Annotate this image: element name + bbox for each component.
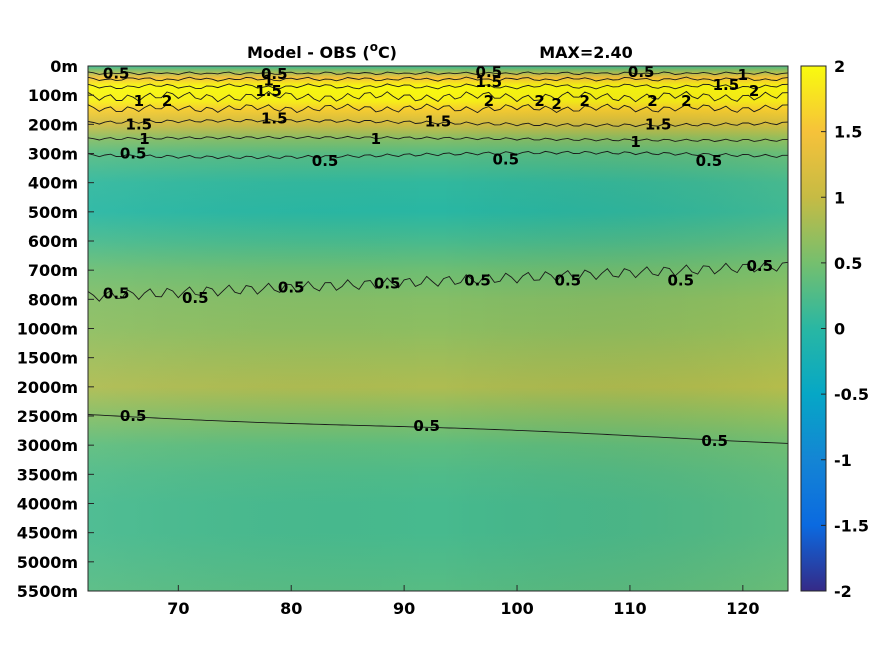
y-tick-label: 1000m [17, 320, 78, 339]
y-tick-label: 1500m [17, 349, 78, 368]
colorbar: 2 1.5 1 0.5 0 -0.5 -1 -1.5 -2 [800, 57, 869, 601]
heatmap-zonal-variation [88, 66, 788, 591]
contour-label: 2 [551, 95, 561, 113]
contour-label: 1 [630, 133, 640, 151]
contour-label: 0.5 [628, 63, 655, 81]
contour-label: 0.5 [476, 63, 503, 81]
contour-label: 2 [749, 82, 759, 100]
max-value-label: MAX=2.40 [539, 43, 633, 62]
contour-label: 1 [738, 66, 748, 84]
y-tick-label: 5000m [17, 553, 78, 572]
x-tick-label: 120 [726, 599, 759, 618]
y-tick-label: 500m [28, 203, 78, 222]
contour-label: 0.5 [413, 417, 440, 435]
colorbar-tick-label: -1 [834, 451, 852, 470]
contour-line [88, 118, 788, 128]
colorbar-gradient [800, 65, 827, 592]
y-tick-label: 100m [28, 86, 78, 105]
contour-label: 0.5 [120, 407, 147, 425]
y-tick-label: 4000m [17, 495, 78, 514]
colorbar-tick-label: -1.5 [834, 516, 869, 535]
contour-label: 0.5 [746, 257, 773, 275]
x-tick-label: 80 [280, 599, 302, 618]
contour-label: 0.5 [696, 152, 723, 170]
contour-label: 2 [647, 92, 657, 110]
contour-label: 0.5 [667, 271, 694, 289]
contour-label: 2 [162, 92, 172, 110]
y-tick-label: 4500m [17, 524, 78, 543]
contour-label: 0.5 [261, 65, 288, 83]
colorbar-tick-label: -0.5 [834, 385, 869, 404]
contour-label: 2 [681, 92, 691, 110]
plot-area: 0.51 20.511.50.51.52 2 2 20.52 211.5 21.511.51… [87, 63, 789, 592]
y-tick-label: 5500m [17, 582, 78, 601]
y-tick-label: 600m [28, 232, 78, 251]
contour-label: 1 [371, 130, 381, 148]
y-tick-label: 0m [50, 57, 78, 76]
contour-label: 0.5 [278, 279, 305, 297]
contour-line [88, 150, 788, 160]
contour-line [88, 414, 788, 444]
contour-label: 1.5 [126, 115, 153, 133]
contour-label: 2 [484, 92, 494, 110]
y-tick-label: 2000m [17, 378, 78, 397]
contour-label: 0.5 [464, 271, 491, 289]
colorbar-tick-label: 0.5 [834, 254, 862, 273]
x-tick-label: 110 [613, 599, 646, 618]
contour-label: 0.5 [374, 274, 401, 292]
contour-label: 1.5 [261, 110, 288, 128]
contour-label: 0.5 [492, 150, 519, 168]
contour-label: 0.5 [555, 271, 582, 289]
colorbar-ticks: 2 1.5 1 0.5 0 -0.5 -1 -1.5 -2 [821, 57, 869, 601]
contour-line [88, 71, 788, 76]
colorbar-tick-label: 1 [834, 188, 845, 207]
contour-label: 1.5 [476, 73, 503, 91]
contour-label: 1 [134, 92, 144, 110]
colorbar-tick-label: 2 [834, 57, 845, 76]
contour-label: 1 [263, 72, 273, 90]
contour-labels: 0.51 20.511.50.51.52 2 2 20.52 211.5 21.511.51… [103, 63, 773, 450]
contour-lines [88, 71, 788, 444]
y-tick-label: 800m [28, 290, 78, 309]
contour-label: 0.5 [312, 152, 339, 170]
y-tick-label: 700m [28, 261, 78, 280]
contour-line [88, 135, 788, 142]
colorbar-tick-label: 1.5 [834, 123, 862, 142]
contour-label: 1.5 [425, 112, 452, 130]
y-tick-label: 3500m [17, 465, 78, 484]
y-tick-label: 400m [28, 174, 78, 193]
contour-label: 2 [534, 92, 544, 110]
chart-title: Model - OBS (oC) [247, 40, 397, 62]
contour-label: 0.5 [103, 64, 130, 82]
contour-label: 1.5 [645, 115, 672, 133]
y-tick-label: 2500m [17, 407, 78, 426]
contour-label: 0.5 [120, 145, 147, 163]
x-axis: 70 80 90 100 110 120 [167, 585, 760, 618]
y-tick-label: 300m [28, 145, 78, 164]
contour-label: 1.5 [255, 82, 282, 100]
contour-line [88, 90, 788, 103]
contour-label: 1.5 [713, 76, 740, 94]
contour-line [88, 76, 788, 82]
contour-label: 0.5 [182, 289, 209, 307]
x-tick-label: 100 [500, 599, 533, 618]
contour-line [88, 103, 788, 114]
x-tick-label: 70 [167, 599, 189, 618]
contour-line [88, 83, 788, 90]
contour-line [88, 260, 788, 302]
contour-label: 1 [139, 130, 149, 148]
colorbar-tick-label: -2 [834, 582, 852, 601]
colorbar-tick-label: 0 [834, 320, 845, 339]
contour-label: 0.5 [103, 285, 130, 303]
contour-label: 0.5 [701, 432, 728, 450]
x-tick-label: 90 [393, 599, 415, 618]
y-tick-label: 200m [28, 115, 78, 134]
y-axis: 0m 100m 200m 300m 400m 500m 600m 700m 800m 1000m 1… [17, 57, 94, 601]
y-tick-label: 3000m [17, 436, 78, 455]
contour-label: 2 [580, 92, 590, 110]
